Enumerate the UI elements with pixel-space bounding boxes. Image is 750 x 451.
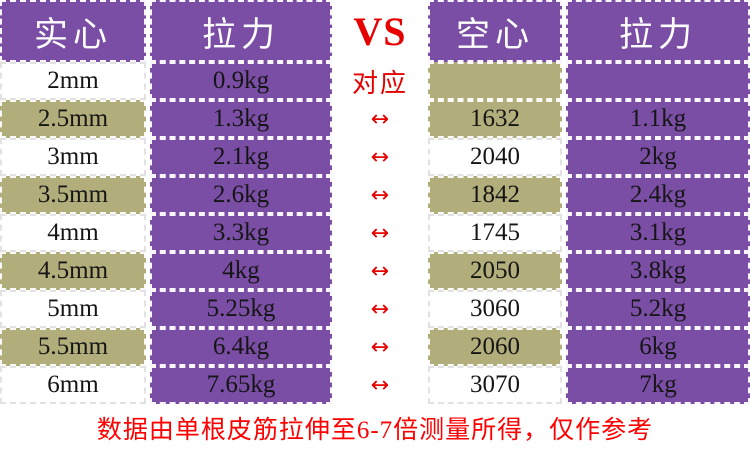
code-cell: 2060 xyxy=(428,328,562,366)
table-grid: 实心 拉力 VS 空心 拉力 2mm 0.9kg 对应 2.5mm 1.3kg … xyxy=(0,0,750,404)
left-right-arrow-icon: ↔ xyxy=(336,252,424,290)
left-right-arrow-icon: ↔ xyxy=(336,290,424,328)
mapping-label: 对应 xyxy=(336,62,424,100)
footnote: 数据由单根皮筋拉伸至6-7倍测量所得，仅作参考 xyxy=(96,416,654,444)
pull-cell: 2.6kg xyxy=(150,176,332,214)
size-cell: 2mm xyxy=(0,62,146,100)
left-right-arrow-icon: ↔ xyxy=(336,176,424,214)
pull-cell xyxy=(566,62,750,100)
pull-cell: 6.4kg xyxy=(150,328,332,366)
header-vs: VS xyxy=(336,0,424,62)
pull-cell: 1.1kg xyxy=(566,100,750,138)
code-cell: 2040 xyxy=(428,138,562,176)
pull-cell: 5.2kg xyxy=(566,290,750,328)
size-cell: 5.5mm xyxy=(0,328,146,366)
code-cell: 1745 xyxy=(428,214,562,252)
header-pull-right: 拉力 xyxy=(566,0,750,62)
pull-cell: 2.1kg xyxy=(150,138,332,176)
code-cell: 3060 xyxy=(428,290,562,328)
size-cell: 4mm xyxy=(0,214,146,252)
size-cell: 3mm xyxy=(0,138,146,176)
pull-cell: 0.9kg xyxy=(150,62,332,100)
pull-cell: 7.65kg xyxy=(150,366,332,404)
size-cell: 6mm xyxy=(0,366,146,404)
code-cell: 1842 xyxy=(428,176,562,214)
code-cell: 1632 xyxy=(428,100,562,138)
pull-cell: 6kg xyxy=(566,328,750,366)
size-cell: 5mm xyxy=(0,290,146,328)
header-pull-left: 拉力 xyxy=(150,0,332,62)
pull-cell: 3.3kg xyxy=(150,214,332,252)
code-cell xyxy=(428,62,562,100)
pull-cell: 2kg xyxy=(566,138,750,176)
pull-cell: 1.3kg xyxy=(150,100,332,138)
left-right-arrow-icon: ↔ xyxy=(336,100,424,138)
pull-cell: 4kg xyxy=(150,252,332,290)
pull-cell: 2.4kg xyxy=(566,176,750,214)
pull-cell: 5.25kg xyxy=(150,290,332,328)
size-cell: 3.5mm xyxy=(0,176,146,214)
header-solid: 实心 xyxy=(0,0,146,62)
left-right-arrow-icon: ↔ xyxy=(336,366,424,404)
size-cell: 2.5mm xyxy=(0,100,146,138)
left-right-arrow-icon: ↔ xyxy=(336,138,424,176)
pull-cell: 3.1kg xyxy=(566,214,750,252)
header-hollow: 空心 xyxy=(428,0,562,62)
pull-cell: 7kg xyxy=(566,366,750,404)
pull-cell: 3.8kg xyxy=(566,252,750,290)
left-right-arrow-icon: ↔ xyxy=(336,214,424,252)
size-cell: 4.5mm xyxy=(0,252,146,290)
left-right-arrow-icon: ↔ xyxy=(336,328,424,366)
code-cell: 3070 xyxy=(428,366,562,404)
code-cell: 2050 xyxy=(428,252,562,290)
